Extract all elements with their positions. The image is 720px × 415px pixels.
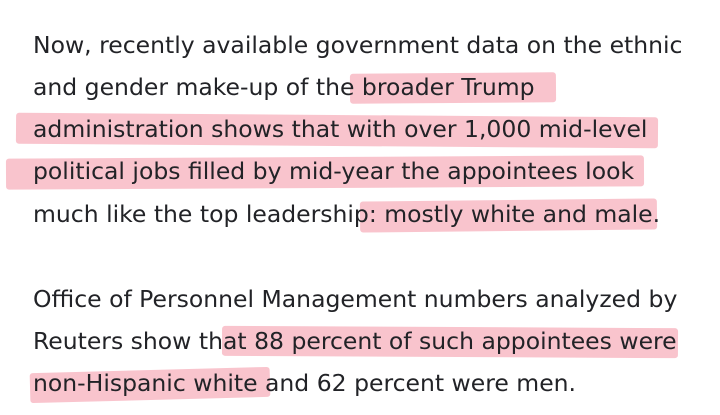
highlighted-text: administration shows that with over 1,00… (33, 115, 648, 143)
text-line: and gender make-up of the broader Trump (33, 72, 535, 102)
highlighted-text: : mostly white and male. (368, 200, 661, 228)
text-segment: and gender make-up of the (33, 73, 362, 101)
text-segment: Now, recently available government data … (33, 31, 683, 59)
text-segment: and 62 percent were men. (257, 369, 577, 397)
highlighted-text: non-Hispanic white (33, 369, 258, 397)
text-line: political jobs filled by mid-year the ap… (33, 156, 634, 186)
text-line: non-Hispanic white and 62 percent were m… (33, 368, 576, 398)
highlighted-text: broader Trump (361, 73, 535, 101)
text-line: administration shows that with over 1,00… (33, 114, 647, 144)
text-segment: Reuters show tha (33, 327, 238, 355)
text-line: much like the top leadership: mostly whi… (33, 199, 660, 229)
highlighted-text: political jobs filled by mid-year the ap… (33, 157, 635, 185)
text-line: Now, recently available government data … (33, 30, 682, 60)
text-segment: much like the top leadership (33, 200, 369, 228)
text-segment: Office of Personnel Management numbers a… (33, 285, 678, 313)
highlighted-text: t 88 percent of such appointees were (237, 327, 677, 355)
text-line: Office of Personnel Management numbers a… (33, 284, 677, 314)
text-line: Reuters show that 88 percent of such app… (33, 326, 677, 356)
